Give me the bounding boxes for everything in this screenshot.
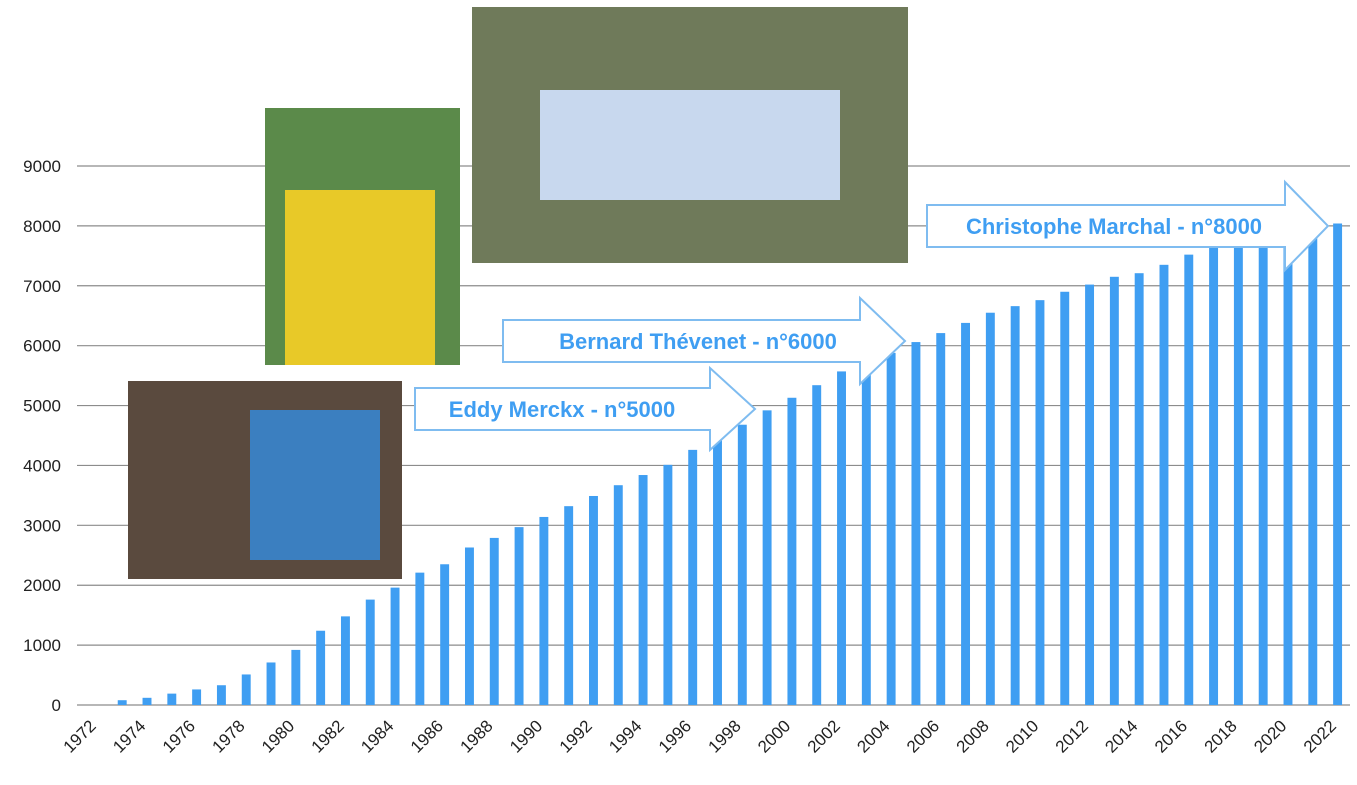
bar — [1060, 292, 1069, 705]
x-tick-label: 1974 — [109, 716, 149, 756]
bar — [539, 517, 548, 705]
x-tick-label: 2014 — [1101, 716, 1141, 756]
x-tick-label: 2022 — [1300, 716, 1340, 756]
x-tick-label: 1988 — [457, 716, 497, 756]
bar — [564, 506, 573, 705]
bar — [837, 371, 846, 705]
x-tick-label: 1976 — [159, 716, 199, 756]
x-tick-label: 1996 — [655, 716, 695, 756]
x-tick-label: 1992 — [556, 716, 596, 756]
annotation: Eddy Merckx - n°5000 — [449, 397, 675, 422]
y-tick-label: 5000 — [23, 397, 61, 416]
bar — [1160, 265, 1169, 705]
x-tick-label: 1998 — [705, 716, 745, 756]
y-tick-label: 8000 — [23, 217, 61, 236]
bar — [291, 650, 300, 705]
photo-jersey — [250, 410, 380, 560]
bar — [391, 588, 400, 705]
bar — [663, 465, 672, 705]
bar — [639, 475, 648, 705]
bar — [242, 674, 251, 705]
x-tick-label: 2016 — [1151, 716, 1191, 756]
bar — [911, 342, 920, 705]
bar — [589, 496, 598, 705]
bar — [267, 662, 276, 705]
bar — [341, 616, 350, 705]
bar — [1308, 235, 1317, 705]
bar — [1209, 247, 1218, 705]
y-tick-label: 4000 — [23, 456, 61, 475]
x-tick-label: 1986 — [407, 716, 447, 756]
bar — [763, 410, 772, 705]
x-tick-label: 2010 — [1002, 716, 1042, 756]
bar — [862, 365, 871, 705]
x-tick-label: 1978 — [208, 716, 248, 756]
bar — [1259, 241, 1268, 705]
bar — [440, 564, 449, 705]
y-tick-label: 9000 — [23, 157, 61, 176]
bar — [1234, 244, 1243, 705]
bar — [1184, 255, 1193, 705]
bar — [738, 425, 747, 705]
bar — [366, 600, 375, 705]
bar — [986, 313, 995, 705]
x-tick-label: 1980 — [258, 716, 298, 756]
bar — [143, 698, 152, 705]
x-tick-label: 2020 — [1250, 716, 1290, 756]
bar — [961, 323, 970, 705]
bar — [1110, 277, 1119, 705]
x-tick-label: 2006 — [903, 716, 943, 756]
bar — [490, 538, 499, 705]
bar — [614, 485, 623, 705]
bar — [316, 631, 325, 705]
bar — [1284, 244, 1293, 705]
bar — [887, 353, 896, 705]
x-tick-label: 2018 — [1201, 716, 1241, 756]
y-tick-label: 6000 — [23, 337, 61, 356]
bar — [1135, 273, 1144, 705]
y-tick-label: 1000 — [23, 636, 61, 655]
bar — [217, 685, 226, 705]
bar — [1011, 306, 1020, 705]
x-tick-label: 2008 — [953, 716, 993, 756]
x-tick-label: 1972 — [60, 716, 100, 756]
bar — [415, 573, 424, 705]
bar — [688, 450, 697, 705]
bar — [812, 385, 821, 705]
x-tick-label: 2012 — [1052, 716, 1092, 756]
annotation: Bernard Thévenet - n°6000 — [559, 329, 837, 354]
bar — [713, 438, 722, 705]
bar — [192, 689, 201, 705]
bar — [515, 527, 524, 705]
photo-rider — [540, 90, 840, 200]
bar — [936, 333, 945, 705]
bar — [1035, 300, 1044, 705]
bar — [167, 694, 176, 705]
photo-jersey — [285, 190, 435, 365]
x-tick-label: 1982 — [308, 716, 348, 756]
bar — [118, 700, 127, 705]
y-tick-label: 3000 — [23, 516, 61, 535]
bar — [787, 398, 796, 705]
bar — [1333, 223, 1342, 705]
x-tick-label: 1990 — [506, 716, 546, 756]
y-tick-label: 2000 — [23, 576, 61, 595]
x-tick-label: 1984 — [357, 716, 397, 756]
x-tick-label: 2000 — [754, 716, 794, 756]
annotation: Christophe Marchal - n°8000 — [966, 214, 1262, 239]
x-tick-label: 1994 — [605, 716, 645, 756]
bar — [465, 547, 474, 705]
x-tick-label: 2004 — [853, 716, 893, 756]
y-tick-label: 7000 — [23, 277, 61, 296]
bar — [1085, 285, 1094, 705]
y-tick-label: 0 — [52, 696, 61, 715]
chart: 0 1000 2000 3000 4000 5000 6000 7000 8000 9000 197… — [0, 0, 1357, 780]
x-tick-label: 2002 — [804, 716, 844, 756]
